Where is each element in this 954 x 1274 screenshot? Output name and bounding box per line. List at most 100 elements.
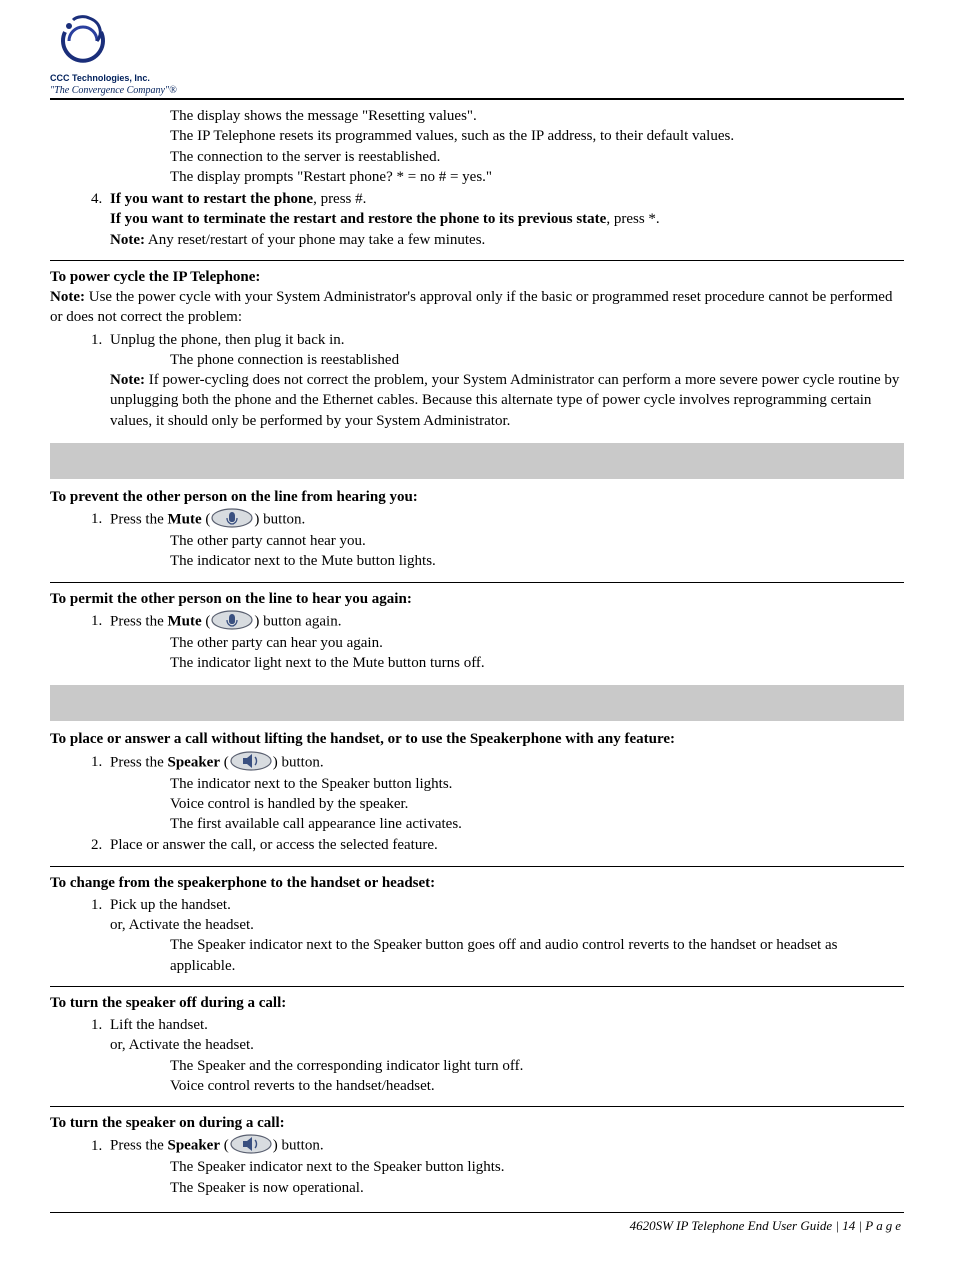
step-text: Pick up the handset.	[110, 897, 231, 913]
step-note: Note: If power-cycling does not correct …	[110, 370, 904, 431]
or-line: or, Activate the headset.	[110, 1035, 904, 1055]
step4-post1: , press #.	[313, 191, 366, 207]
steps: Press the Speaker () button. The Speaker…	[78, 1135, 904, 1198]
logo-tagline: "The Convergence Company"®	[50, 84, 177, 98]
logo: CCC Technologies, Inc. "The Convergence …	[50, 16, 904, 94]
speaker-label: Speaker	[168, 1138, 221, 1154]
sub-line: The other party cannot hear you.	[170, 531, 904, 551]
mute-off-section: To permit the other person on the line t…	[50, 589, 904, 674]
section-divider-bar	[50, 443, 904, 479]
section-heading: To turn the speaker off during a call:	[50, 993, 904, 1013]
footer-pagenum: 14	[842, 1218, 855, 1233]
list-item: Place or answer the call, or access the …	[106, 835, 904, 855]
step4-bold1: If you want to restart the phone	[110, 191, 313, 207]
footer-rule	[50, 1212, 904, 1213]
sub-line: Voice control is handled by the speaker.	[170, 794, 904, 814]
section-heading: To change from the speakerphone to the h…	[50, 873, 904, 893]
speaker-on-section: To turn the speaker on during a call: Pr…	[50, 1113, 904, 1198]
mute-label: Mute	[168, 613, 202, 629]
restart-steps: If you want to restart the phone, press …	[78, 189, 904, 250]
speaker-off-section: To turn the speaker off during a call: L…	[50, 993, 904, 1096]
note-label: Note:	[110, 372, 145, 388]
rule	[50, 260, 904, 261]
powercycle-section: To power cycle the IP Telephone: Note: U…	[50, 267, 904, 431]
speaker-place-steps: Press the Speaker () button. The indicat…	[78, 752, 904, 856]
speaker-to-handset-section: To change from the speakerphone to the h…	[50, 873, 904, 976]
press-pre: Press the	[110, 511, 168, 527]
speaker-label: Speaker	[168, 754, 221, 770]
step4-post2: , press *.	[606, 211, 659, 227]
mute-off-heading: To permit the other person on the line t…	[50, 589, 904, 609]
list-item: Unplug the phone, then plug it back in. …	[106, 330, 904, 431]
rule	[50, 866, 904, 867]
sub-line: The Speaker is now operational.	[170, 1178, 904, 1198]
press-post: button.	[259, 511, 305, 527]
mute-icon	[210, 507, 254, 529]
press-pre: Press the	[110, 754, 168, 770]
intro-block: The display shows the message "Resetting…	[170, 106, 904, 187]
note-text: Use the power cycle with your System Adm…	[50, 289, 892, 325]
press-post: button again.	[259, 613, 341, 629]
step4-bold2: If you want to terminate the restart and…	[110, 211, 606, 227]
mute-off-steps: Press the Mute () button again. The othe…	[78, 611, 904, 674]
mute-icon	[210, 609, 254, 631]
list-item: Press the Mute () button. The other part…	[106, 509, 904, 572]
speaker-place-section: To place or answer a call without liftin…	[50, 729, 904, 855]
intro-line: The display prompts "Restart phone? * = …	[170, 167, 904, 187]
note-text: If power-cycling does not correct the pr…	[110, 372, 899, 429]
steps: Lift the handset. or, Activate the heads…	[78, 1015, 904, 1096]
speaker-icon	[229, 750, 273, 772]
press-pre: Press the	[110, 613, 168, 629]
sub-line: The Speaker and the corresponding indica…	[170, 1056, 904, 1076]
sub-line: The indicator light next to the Mute but…	[170, 653, 904, 673]
powercycle-note: Note: Use the power cycle with your Syst…	[50, 287, 904, 328]
step-4: If you want to restart the phone, press …	[106, 189, 904, 250]
mute-on-heading: To prevent the other person on the line …	[50, 487, 904, 507]
logo-company: CCC Technologies, Inc.	[50, 72, 150, 84]
steps: Pick up the handset. or, Activate the he…	[78, 895, 904, 976]
page-footer: 4620SW IP Telephone End User Guide | 14 …	[50, 1215, 904, 1235]
mute-on-section: To prevent the other person on the line …	[50, 487, 904, 572]
list-item: Pick up the handset. or, Activate the he…	[106, 895, 904, 976]
note-label: Note:	[50, 289, 85, 305]
speaker-icon	[229, 1133, 273, 1155]
header-rule	[50, 98, 904, 100]
mute-label: Mute	[168, 511, 202, 527]
speaker-place-heading: To place or answer a call without liftin…	[50, 729, 904, 749]
sub-line: The phone connection is reestablished	[170, 350, 904, 370]
logo-icon	[50, 12, 116, 70]
step4-note-text: Any reset/restart of your phone may take…	[145, 232, 485, 248]
section-divider-bar	[50, 685, 904, 721]
footer-title: 4620SW IP Telephone End User Guide	[630, 1218, 833, 1233]
sub-line: The other party can hear you again.	[170, 633, 904, 653]
sub-line: Voice control reverts to the handset/hea…	[170, 1076, 904, 1096]
press-pre: Press the	[110, 1138, 168, 1154]
sub-line: The Speaker indicator next to the Speake…	[170, 935, 904, 976]
intro-line: The display shows the message "Resetting…	[170, 106, 904, 126]
sub-line: The first available call appearance line…	[170, 814, 904, 834]
step-text: Place or answer the call, or access the …	[110, 837, 438, 853]
intro-line: The IP Telephone resets its programmed v…	[170, 126, 904, 146]
press-post: button.	[278, 1138, 324, 1154]
rule	[50, 582, 904, 583]
mute-on-steps: Press the Mute () button. The other part…	[78, 509, 904, 572]
section-heading: To turn the speaker on during a call:	[50, 1113, 904, 1133]
list-item: Lift the handset. or, Activate the heads…	[106, 1015, 904, 1096]
intro-line: The connection to the server is reestabl…	[170, 147, 904, 167]
step-text: Unplug the phone, then plug it back in.	[110, 332, 345, 348]
powercycle-steps: Unplug the phone, then plug it back in. …	[78, 330, 904, 431]
sub-line: The indicator next to the Speaker button…	[170, 774, 904, 794]
list-item: Press the Mute () button again. The othe…	[106, 611, 904, 674]
sub-line: The indicator next to the Mute button li…	[170, 551, 904, 571]
rule	[50, 986, 904, 987]
list-item: Press the Speaker () button. The indicat…	[106, 752, 904, 835]
step4-note-label: Note:	[110, 232, 145, 248]
press-post: button.	[278, 754, 324, 770]
sub-line: The Speaker indicator next to the Speake…	[170, 1157, 904, 1177]
powercycle-heading: To power cycle the IP Telephone:	[50, 267, 904, 287]
step-text: Lift the handset.	[110, 1017, 208, 1033]
list-item: Press the Speaker () button. The Speaker…	[106, 1135, 904, 1198]
footer-pageword: Page	[865, 1218, 904, 1233]
or-line: or, Activate the headset.	[110, 915, 904, 935]
rule	[50, 1106, 904, 1107]
